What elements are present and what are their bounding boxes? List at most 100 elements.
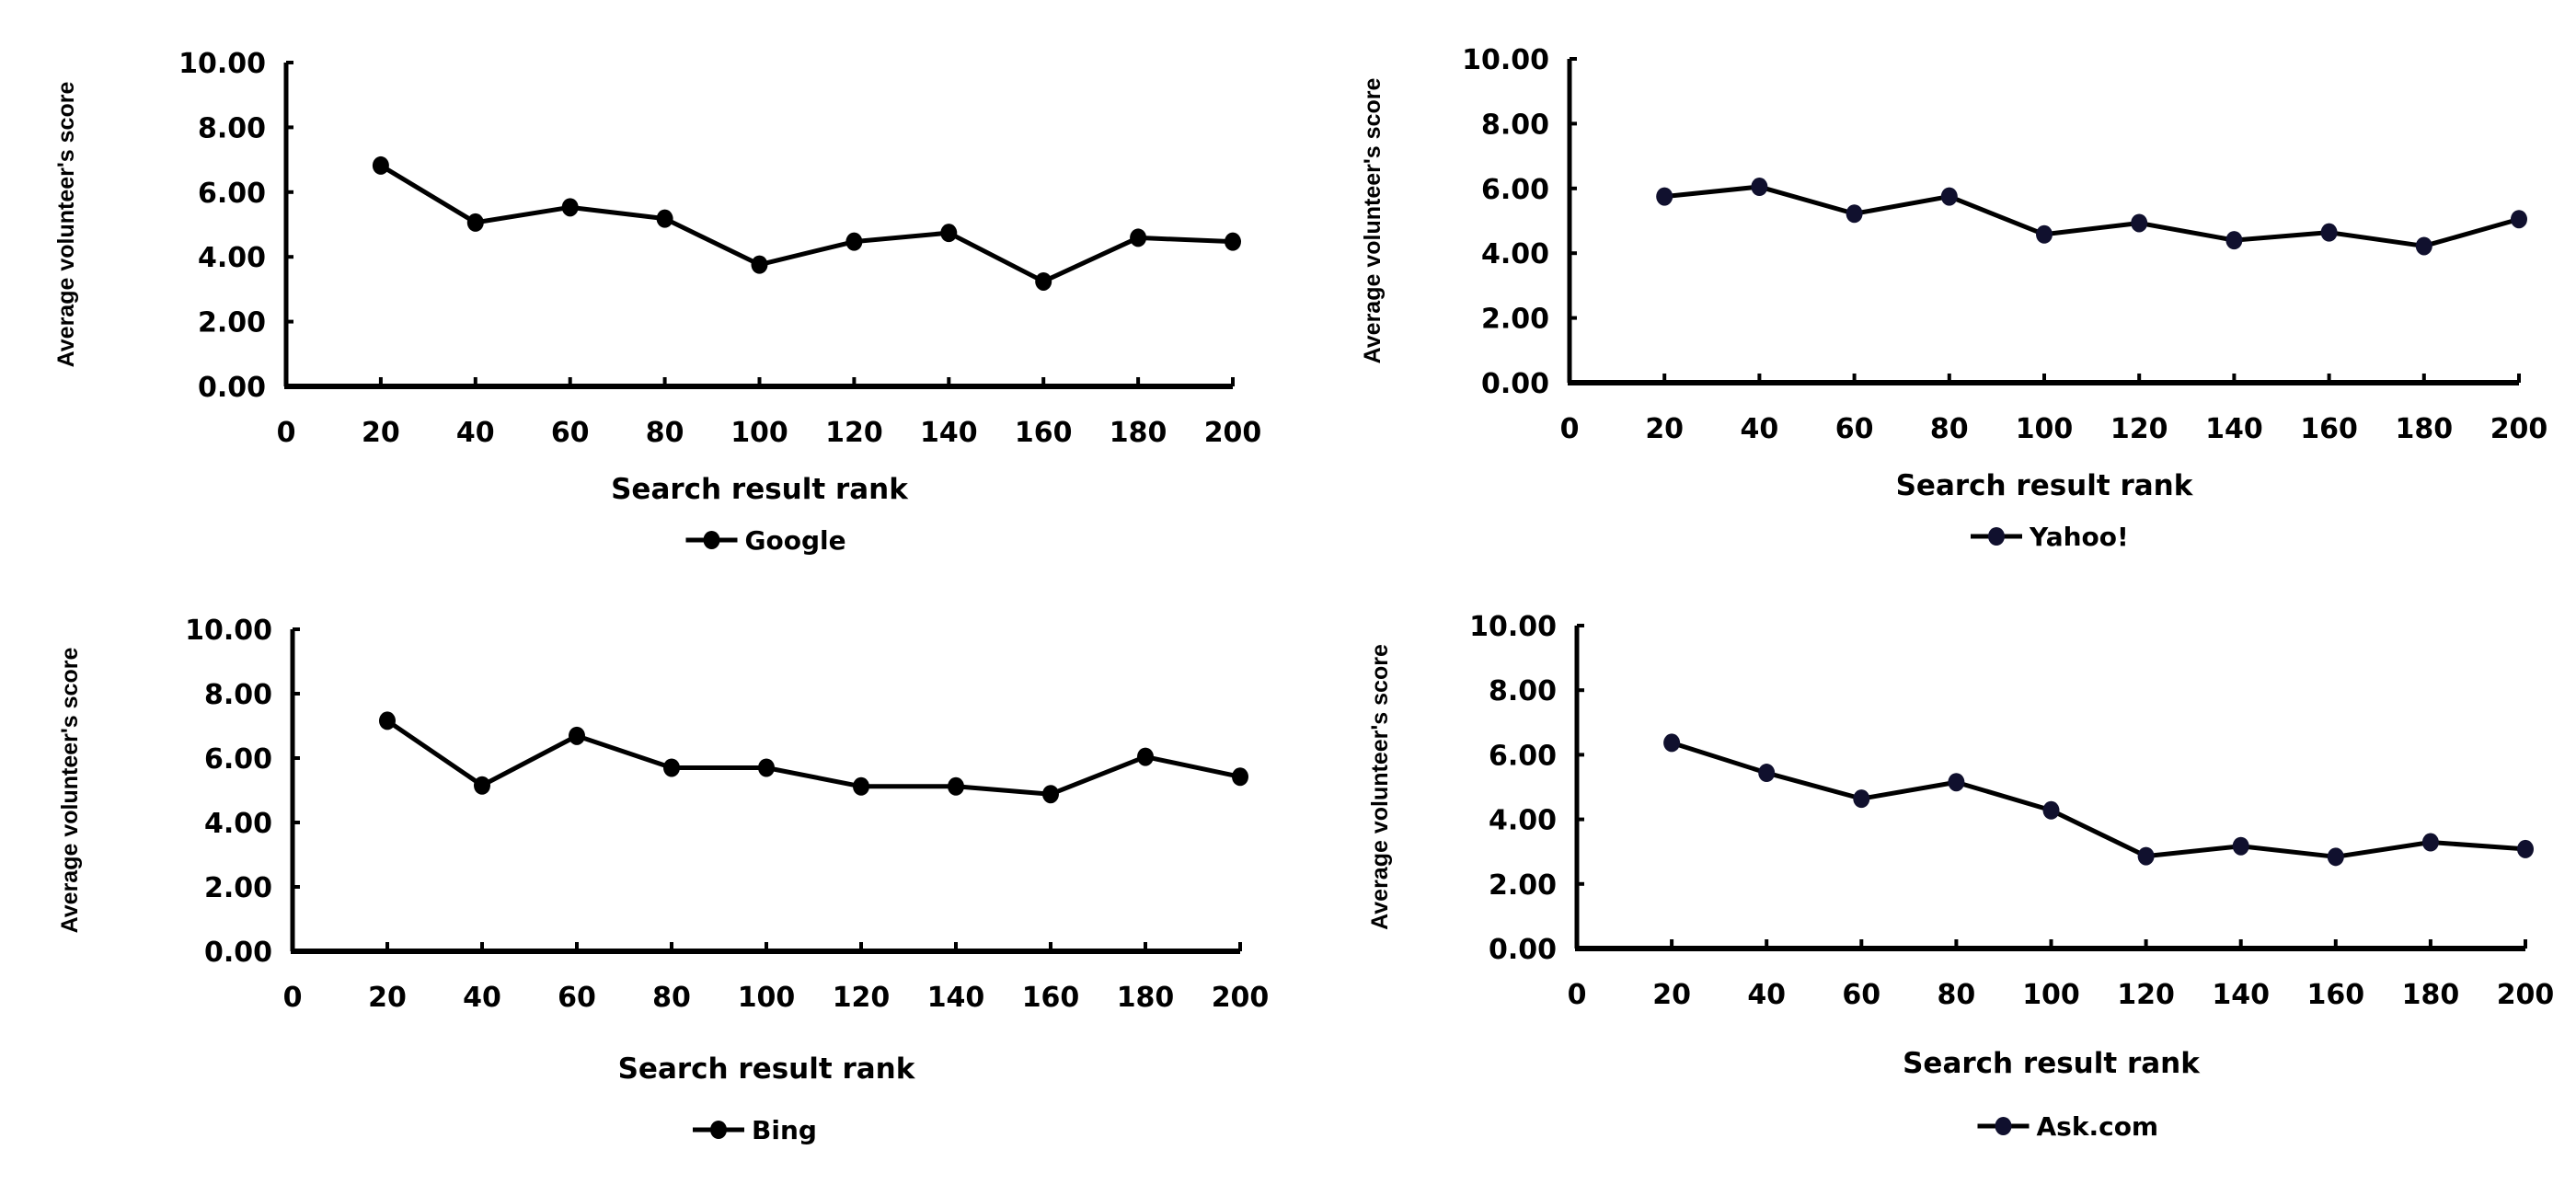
- y-tick-label: 4.00: [198, 242, 266, 274]
- data-point: [751, 255, 768, 274]
- x-tick-label: 60: [551, 417, 590, 449]
- data-point: [940, 224, 958, 243]
- data-point: [561, 198, 579, 217]
- data-point: [1758, 764, 1776, 783]
- data-point: [2517, 839, 2534, 858]
- x-tick-label: 80: [646, 417, 684, 449]
- y-axis-title: Average volunteer's score: [1360, 78, 1386, 364]
- data-point: [1137, 747, 1154, 766]
- y-tick-label: 2.00: [198, 307, 266, 339]
- chart-panel-bing: 0.00 2.00 4.00 6.00 8.00 10.00 0 20 40 60 80 100 120…: [57, 615, 1269, 1145]
- legend-label: Bing: [752, 1115, 817, 1145]
- y-axis-title: Average volunteer's score: [1367, 644, 1393, 930]
- data-point: [2320, 223, 2338, 242]
- x-tick-label: 80: [652, 982, 691, 1014]
- x-tick-label: 140: [927, 982, 985, 1014]
- legend-marker-icon: [1995, 1117, 2012, 1135]
- y-tick-label: 10.00: [178, 48, 266, 80]
- y-tick-label: 0.00: [204, 937, 272, 969]
- data-point: [1232, 767, 1248, 787]
- x-tick-label: 20: [1652, 979, 1691, 1011]
- y-tick-label: 6.00: [204, 743, 272, 776]
- x-tick-label: 160: [2300, 413, 2358, 445]
- y-tick-label: 6.00: [198, 178, 266, 210]
- legend-label: Google: [745, 525, 846, 556]
- x-tick-label: 120: [2110, 413, 2168, 445]
- x-tick-label: 180: [1110, 417, 1167, 449]
- x-tick-label: 200: [2497, 979, 2555, 1011]
- data-point: [2225, 231, 2243, 250]
- legend-marker-icon: [703, 531, 720, 549]
- data-point: [1130, 228, 1147, 247]
- y-tick-label: 8.00: [1481, 109, 1549, 141]
- data-point: [1042, 785, 1059, 804]
- data-point: [1663, 733, 1681, 753]
- data-point: [663, 758, 680, 777]
- chart-panel-askcom: 0.00 2.00 4.00 6.00 8.00 10.00 0 20 40 60 80 100 120…: [1367, 611, 2554, 1142]
- chart-panel-google: 0.00 2.00 4.00 6.00 8.00 10.00 0 20 40 60 80 100 120…: [53, 48, 1261, 556]
- x-tick-label: 140: [2212, 979, 2270, 1011]
- data-point: [2511, 210, 2527, 229]
- y-tick-label: 0.00: [1489, 934, 1557, 966]
- y-tick-label: 10.00: [1462, 44, 1549, 76]
- x-tick-label: 40: [463, 982, 501, 1014]
- x-tick-label: 160: [1022, 982, 1080, 1014]
- y-tick-label: 0.00: [198, 372, 266, 404]
- data-point: [372, 155, 389, 175]
- series-line: [1663, 184, 2520, 248]
- x-axis-title: Search result rank: [1903, 1047, 2201, 1080]
- y-axis-title: Average volunteer's score: [53, 82, 79, 368]
- series-line: [379, 163, 1234, 284]
- x-tick-label: 20: [1645, 413, 1684, 445]
- series-line: [385, 719, 1241, 797]
- x-tick-label: 120: [2117, 979, 2175, 1011]
- data-point: [1225, 232, 1241, 251]
- x-tick-label: 60: [558, 982, 596, 1014]
- y-tick-label: 8.00: [204, 679, 272, 711]
- series-line: [1671, 741, 2526, 859]
- data-point: [758, 758, 775, 777]
- x-axis-title: Search result rank: [618, 1052, 916, 1086]
- x-tick-label: 0: [1568, 979, 1587, 1011]
- data-point: [2042, 800, 2060, 820]
- legend-marker-icon: [710, 1121, 727, 1139]
- data-point: [845, 232, 863, 251]
- data-point: [2036, 224, 2053, 244]
- chart-panel-yahoo: 0.00 2.00 4.00 6.00 8.00 10.00 0 20 40 60 80 100 120…: [1360, 44, 2547, 552]
- y-tick-label: 2.00: [204, 872, 272, 904]
- x-tick-label: 200: [2490, 413, 2548, 445]
- x-tick-label: 100: [2022, 979, 2080, 1011]
- x-tick-label: 180: [2395, 413, 2453, 445]
- y-tick-label: 8.00: [198, 112, 266, 144]
- x-tick-label: 40: [1747, 979, 1786, 1011]
- x-tick-label: 140: [2205, 413, 2263, 445]
- data-point: [656, 209, 673, 228]
- data-point: [474, 776, 490, 795]
- legend-marker-icon: [1988, 527, 2005, 546]
- y-tick-label: 6.00: [1489, 740, 1557, 772]
- data-point: [2131, 213, 2148, 233]
- y-tick-label: 4.00: [204, 808, 272, 840]
- data-point: [569, 726, 585, 745]
- data-point: [1035, 271, 1052, 291]
- data-point: [2137, 846, 2155, 866]
- x-tick-label: 0: [277, 417, 296, 449]
- data-point: [1656, 187, 1673, 206]
- data-point: [379, 711, 396, 730]
- x-tick-label: 20: [368, 982, 407, 1014]
- y-tick-label: 0.00: [1481, 368, 1549, 400]
- data-point: [2421, 833, 2439, 852]
- y-tick-label: 2.00: [1489, 869, 1557, 902]
- x-tick-label: 200: [1204, 417, 1262, 449]
- data-point: [1853, 789, 1870, 809]
- y-tick-label: 10.00: [1469, 611, 1557, 643]
- data-point: [466, 213, 484, 232]
- y-tick-label: 8.00: [1489, 675, 1557, 707]
- x-tick-label: 0: [1560, 413, 1580, 445]
- data-point: [1751, 178, 1768, 197]
- x-tick-label: 80: [1938, 979, 1976, 1011]
- x-tick-label: 60: [1842, 979, 1880, 1011]
- y-axis-title: Average volunteer's score: [57, 648, 83, 934]
- x-tick-label: 120: [825, 417, 883, 449]
